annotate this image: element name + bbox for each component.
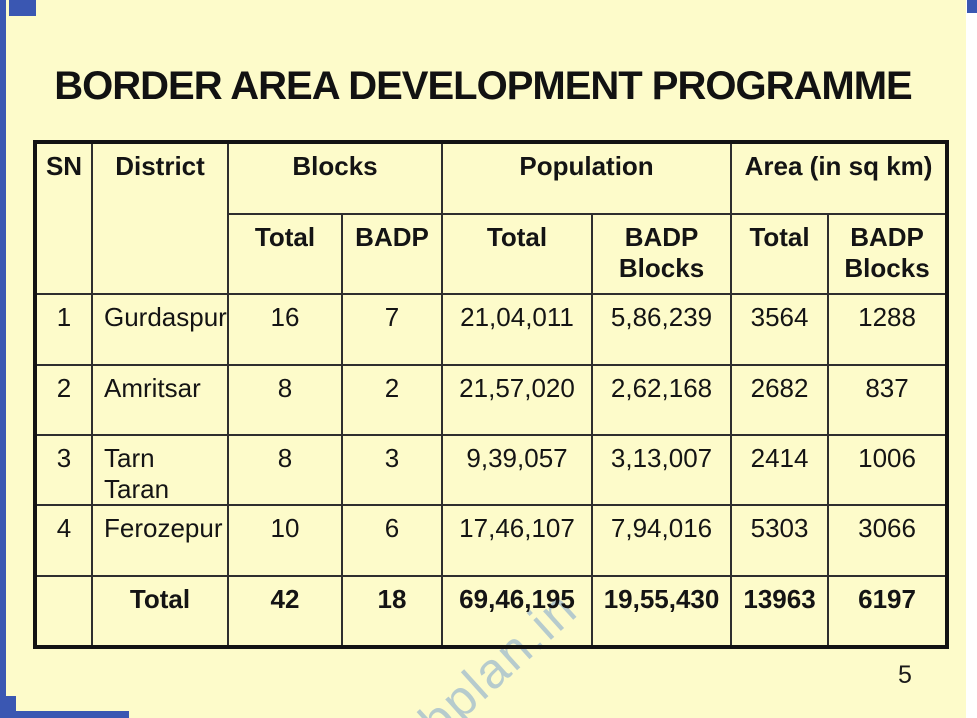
col-header-sn: SN: [34, 141, 93, 295]
district-cell: Ferozepur: [91, 504, 229, 578]
table-row: 1 Gurdaspur 16 7 21,04,011 5,86,239 3564…: [34, 293, 949, 366]
population-badp-cell: 2,62,168: [591, 364, 733, 436]
total-population-badp-cell: 19,55,430: [591, 575, 733, 649]
page-number: 5: [898, 661, 912, 689]
col-header-area: Area (in sq km): [730, 141, 949, 215]
district-cell: Tarn Taran: [91, 433, 229, 507]
blue-left-edge-artifact: [0, 0, 6, 718]
blue-top-right-artifact: [967, 0, 977, 13]
blocks-total-cell: 8: [227, 433, 343, 507]
table-header-group-row: SN District Blocks Population Area (in s…: [34, 141, 949, 295]
population-total-cell: 21,57,020: [441, 364, 594, 436]
area-badp-cell: 1288: [827, 293, 949, 366]
subheader-blocks-badp: BADP: [340, 213, 444, 295]
total-population-total-cell: 69,46,195: [441, 575, 594, 649]
blocks-total-cell: 16: [227, 293, 343, 366]
subheader-area-badp-blocks: BADP Blocks: [827, 213, 949, 295]
total-row-label-cell: Total: [91, 575, 229, 649]
population-total-cell: 9,39,057: [441, 433, 594, 507]
total-blocks-badp-cell: 18: [340, 575, 444, 649]
area-badp-cell: 1006: [827, 433, 949, 507]
area-total-cell: 2414: [730, 433, 830, 507]
total-area-badp-cell: 6197: [827, 575, 949, 649]
sn-cell: 2: [34, 364, 93, 436]
population-badp-cell: 3,13,007: [591, 433, 733, 507]
slide-title: BORDER AREA DEVELOPMENT PROGRAMME: [54, 64, 912, 108]
area-total-cell: 3564: [730, 293, 830, 366]
area-badp-cell: 3066: [827, 504, 949, 578]
col-header-district: District: [91, 141, 229, 295]
blocks-badp-cell: 3: [340, 433, 444, 507]
blocks-badp-cell: 6: [340, 504, 444, 578]
total-row-sn-cell: [34, 575, 93, 649]
population-badp-cell: 7,94,016: [591, 504, 733, 578]
blue-bottom-left-artifact: [0, 696, 16, 718]
right-edge-white-strip: [966, 0, 977, 718]
blocks-badp-cell: 2: [340, 364, 444, 436]
total-blocks-total-cell: 42: [227, 575, 343, 649]
subheader-population-total: Total: [441, 213, 594, 295]
blue-bottom-strip-artifact: [16, 711, 129, 718]
total-area-total-cell: 13963: [730, 575, 830, 649]
district-cell: Gurdaspur: [91, 293, 229, 366]
col-header-population: Population: [441, 141, 733, 215]
subheader-population-badp-blocks: BADP Blocks: [591, 213, 733, 295]
blocks-total-cell: 10: [227, 504, 343, 578]
blue-top-left-artifact: [9, 0, 36, 16]
col-header-blocks: Blocks: [226, 141, 444, 215]
subheader-blocks-total: Total: [227, 213, 343, 295]
area-total-cell: 5303: [730, 504, 830, 578]
sn-cell: 4: [34, 504, 93, 578]
blocks-total-cell: 8: [227, 364, 343, 436]
area-badp-cell: 837: [827, 364, 949, 436]
sn-cell: 1: [34, 293, 93, 366]
population-total-cell: 21,04,011: [441, 293, 594, 366]
population-badp-cell: 5,86,239: [591, 293, 733, 366]
table-row: 4 Ferozepur 10 6 17,46,107 7,94,016 5303…: [34, 504, 949, 578]
badp-table: SN District Blocks Population Area (in s…: [33, 140, 950, 650]
sn-cell: 3: [34, 433, 93, 507]
subheader-area-total: Total: [730, 213, 830, 295]
table-total-row: Total 42 18 69,46,195 19,55,430 13963 61…: [34, 575, 949, 649]
table-row: 2 Amritsar 8 2 21,57,020 2,62,168 2682 8…: [34, 364, 949, 436]
table-subheader-row: Total BADP Total BADP Blocks Total BADP …: [35, 213, 949, 295]
blocks-badp-cell: 7: [340, 293, 444, 366]
district-cell: Amritsar: [91, 364, 229, 436]
area-total-cell: 2682: [730, 364, 830, 436]
table-row: 3 Tarn Taran 8 3 9,39,057 3,13,007 2414 …: [34, 433, 949, 507]
population-total-cell: 17,46,107: [441, 504, 594, 578]
